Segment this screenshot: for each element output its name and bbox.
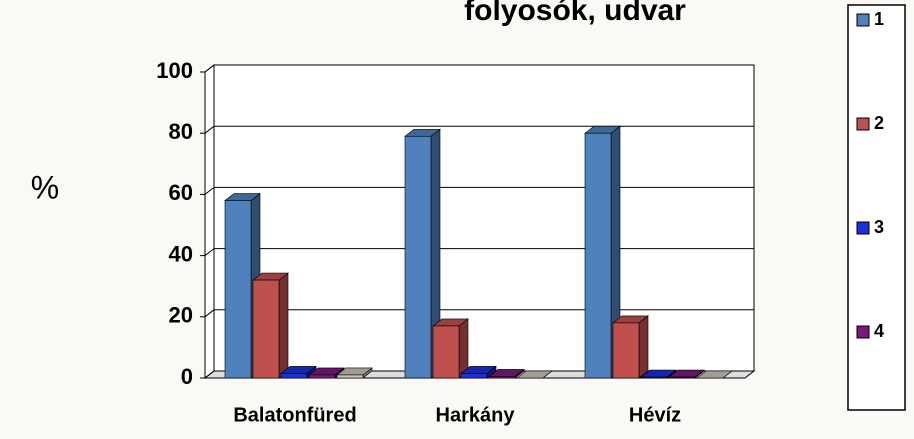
bar [280,365,317,379]
y-tick-label: 20 [169,303,193,328]
grid-line [204,370,754,379]
bar [460,365,497,379]
y-tick-label: 40 [169,241,193,266]
bar-face [432,325,460,379]
bar-face [252,279,280,379]
legend-swatch [856,13,870,27]
bar-face [308,374,336,379]
grid-line [204,309,754,318]
bar-face [516,370,553,379]
bar-face [488,376,516,379]
legend-swatch [856,117,870,131]
grid-line [204,186,754,195]
y-tick-label: 80 [169,119,193,144]
bar [404,128,441,379]
grid-line [204,248,754,256]
legend-label: 1 [874,9,884,29]
y-tick-label: 0 [181,364,193,389]
back-wall [213,64,755,372]
bar-face [280,373,308,379]
bar-face [668,376,696,379]
bar [516,370,553,379]
bar-face [638,315,649,379]
grid-line [204,125,754,134]
legend-box [847,4,906,411]
chart-title: folyosók, udvar [464,0,686,27]
bar [488,368,525,379]
bar-face [460,373,488,379]
bar [640,369,677,379]
grid-line [204,64,754,73]
bar-face [336,374,364,379]
x-tick-label: Hévíz [629,404,681,426]
y-tick-label: 100 [156,58,193,83]
bar-face [696,370,733,379]
bar [612,315,649,379]
bar [432,318,469,379]
bar [584,125,621,379]
bar [336,367,373,379]
bar [252,272,289,379]
bar-face [612,322,640,379]
legend-label: 4 [874,321,884,341]
legend-label: 2 [874,113,884,133]
legend-label: 3 [874,217,884,237]
bar [668,369,705,379]
bar-face [640,376,668,379]
legend-swatch [856,221,870,235]
bar-face [404,135,432,379]
bar [696,370,733,379]
x-tick-label: Balatonfüred [233,404,356,426]
x-tick-label: Harkány [436,404,516,426]
y-tick-label: 60 [169,180,193,205]
bar-face [278,272,289,379]
bar-face [584,132,612,379]
bar-face [224,200,252,379]
side-wall [204,63,215,380]
y-axis-label: % [31,169,59,205]
legend-swatch [856,325,870,339]
